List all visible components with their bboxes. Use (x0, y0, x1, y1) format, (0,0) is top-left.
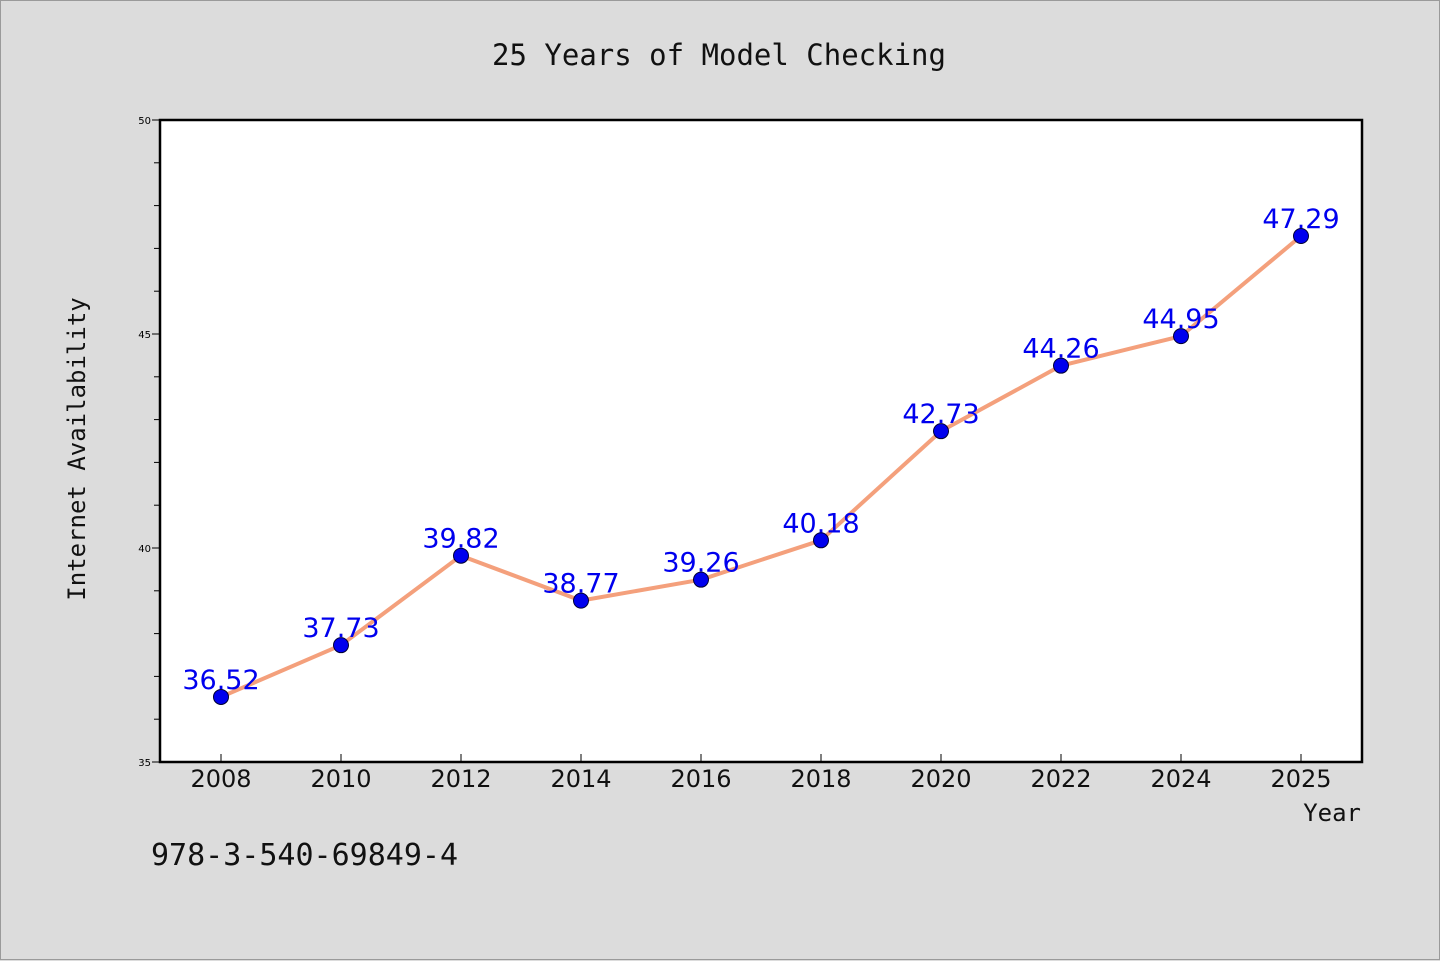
data-label: 39.82 (422, 524, 499, 555)
x-tick-label: 2016 (670, 765, 731, 793)
x-tick-label: 2025 (1270, 765, 1331, 793)
y-tick-label: 45 (138, 330, 151, 341)
data-point (1293, 227, 1309, 244)
data-labels-layer: 36.52 37.73 39.82 38.77 39.26 40.18 42.73 44.26… (182, 204, 1339, 696)
data-point (1173, 328, 1189, 345)
data-label: 37.73 (302, 613, 379, 644)
data-label: 47.29 (1262, 204, 1339, 235)
x-tick-label: 2018 (790, 765, 851, 793)
data-point (333, 637, 349, 654)
data-label: 38.77 (542, 569, 619, 600)
data-label: 44.95 (1142, 304, 1219, 335)
x-tick-label: 2010 (310, 765, 371, 793)
data-label: 44.26 (1022, 334, 1099, 365)
y-tick-label: 50 (138, 116, 151, 127)
x-tick-label: 2014 (550, 765, 611, 793)
y-axis-label: Internet Availability (63, 297, 91, 600)
data-point (933, 423, 949, 440)
data-label: 39.26 (662, 548, 739, 579)
x-tick-label: 2012 (430, 765, 491, 793)
series-layer (213, 227, 1309, 705)
x-tick-label: 2022 (1030, 765, 1091, 793)
data-point (1053, 357, 1069, 374)
y-tick-label: 40 (138, 544, 151, 555)
data-point (453, 547, 469, 564)
x-axis: 2008 2010 2012 2014 2016 2018 2020 2022 2024 2025 (190, 754, 1332, 793)
data-point (573, 592, 589, 609)
data-point (813, 532, 829, 549)
x-tick-label: 2020 (910, 765, 971, 793)
x-tick-label: 2024 (1150, 765, 1211, 793)
series-line (219, 233, 1303, 699)
data-label: 40.18 (782, 508, 859, 539)
y-tick-label: 35 (138, 758, 151, 769)
x-tick-label: 2008 (190, 765, 251, 793)
x-axis-label: Year (1303, 799, 1361, 827)
data-label: 36.52 (182, 665, 259, 696)
plot-area (158, 118, 1364, 764)
data-label: 42.73 (902, 399, 979, 430)
chart-title: 25 Years of Model Checking (492, 38, 946, 72)
y-axis: 35 40 45 50 (138, 116, 160, 769)
data-point (213, 688, 229, 705)
data-point (693, 571, 709, 588)
footer-isbn: 978-3-540-69849-4 (151, 838, 458, 873)
